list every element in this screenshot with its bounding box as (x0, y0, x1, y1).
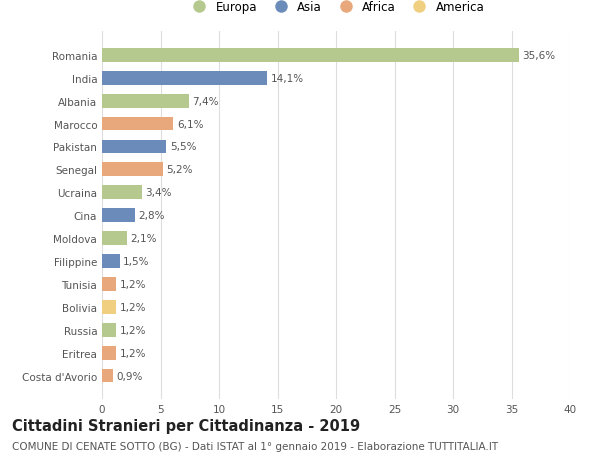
Bar (102, 255, 119, 269)
Bar (102, 140, 166, 154)
Text: Cittadini Stranieri per Cittadinanza - 2019: Cittadini Stranieri per Cittadinanza - 2… (12, 418, 360, 433)
Bar (102, 186, 142, 200)
Bar (102, 232, 127, 246)
Bar (102, 369, 113, 383)
Text: 1,2%: 1,2% (119, 325, 146, 335)
Text: 1,2%: 1,2% (119, 280, 146, 289)
Bar (102, 209, 135, 223)
Bar (102, 300, 116, 314)
Bar (102, 163, 163, 177)
Text: 5,5%: 5,5% (170, 142, 196, 152)
Text: 1,5%: 1,5% (123, 257, 149, 266)
Bar (102, 118, 173, 131)
Text: 6,1%: 6,1% (177, 119, 203, 129)
Bar (102, 95, 188, 108)
Text: 14,1%: 14,1% (271, 73, 304, 84)
Text: 2,1%: 2,1% (130, 234, 157, 244)
Text: 5,2%: 5,2% (166, 165, 193, 175)
Bar (102, 346, 116, 360)
Bar (102, 277, 116, 291)
Bar (102, 72, 267, 85)
Text: 1,2%: 1,2% (119, 348, 146, 358)
Text: COMUNE DI CENATE SOTTO (BG) - Dati ISTAT al 1° gennaio 2019 - Elaborazione TUTTI: COMUNE DI CENATE SOTTO (BG) - Dati ISTAT… (12, 441, 498, 451)
Text: 1,2%: 1,2% (119, 302, 146, 312)
Text: 2,8%: 2,8% (138, 211, 165, 221)
Text: 0,9%: 0,9% (116, 371, 142, 381)
Legend: Europa, Asia, Africa, America: Europa, Asia, Africa, America (182, 0, 490, 19)
Text: 7,4%: 7,4% (192, 96, 218, 106)
Bar (102, 323, 116, 337)
Text: 35,6%: 35,6% (522, 50, 555, 61)
Text: 3,4%: 3,4% (145, 188, 172, 198)
Bar (102, 49, 518, 62)
